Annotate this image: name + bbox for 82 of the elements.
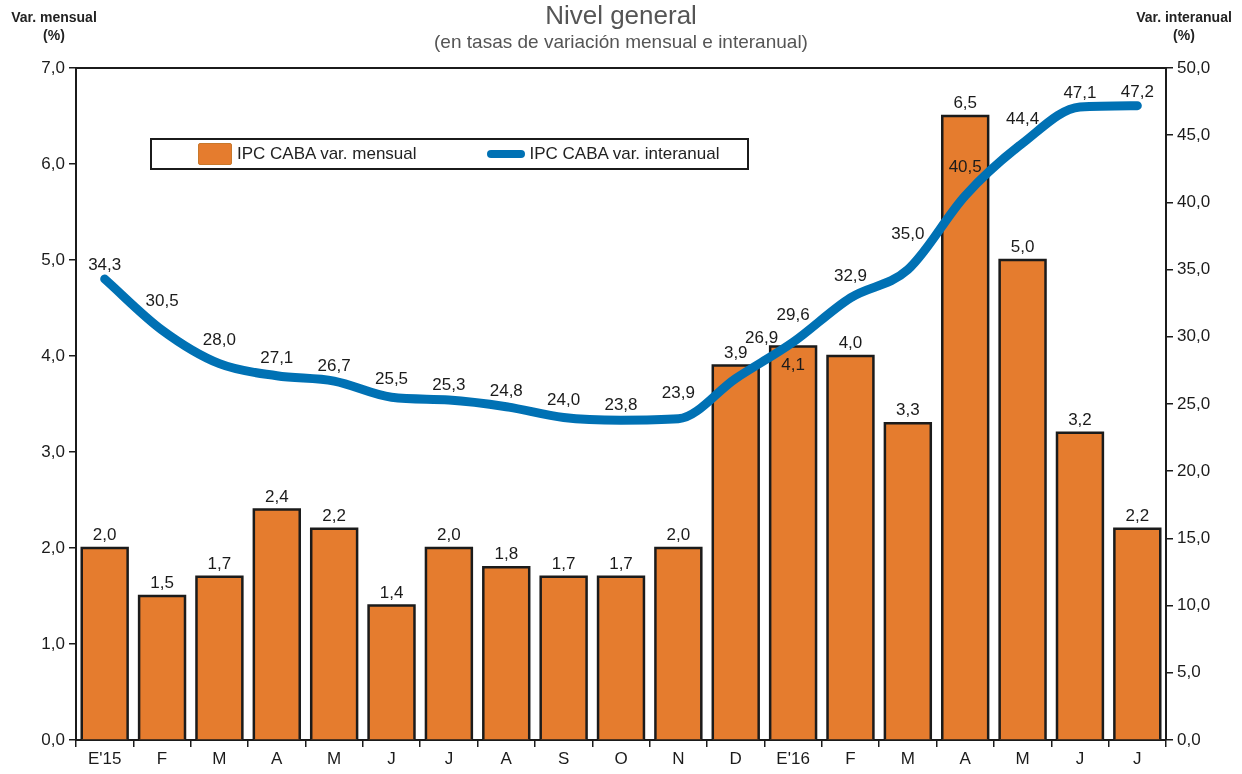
y-tick-label: 3,0: [41, 441, 65, 461]
data-label: 2,2: [1125, 505, 1150, 525]
data-label: 35,0: [891, 224, 925, 244]
y-axis-title: Var. mensual (%): [10, 8, 98, 44]
data-label: 3,2: [1068, 409, 1092, 429]
x-tick-label: F: [845, 748, 856, 768]
data-label: 1,7: [551, 553, 576, 573]
data-label: 24,0: [547, 390, 581, 410]
y2-tick-label: 5,0: [1177, 662, 1201, 682]
data-label: 24,8: [489, 380, 523, 400]
data-label: 26,9: [745, 327, 779, 347]
data-label: 44,4: [1006, 108, 1040, 128]
chart-subtitle: (en tasas de variación mensual e interanual): [434, 31, 808, 52]
y2-tick-label: 0,0: [1177, 729, 1201, 749]
y2-tick-label: 35,0: [1177, 259, 1211, 279]
data-label: 3,9: [723, 342, 748, 362]
x-tick-label: E'15: [87, 748, 122, 768]
y2-tick-label: 30,0: [1177, 326, 1211, 346]
y-tick-label: 5,0: [41, 249, 65, 269]
x-tick-label: M: [327, 748, 342, 768]
y2-axis-title: Var. interanual (%): [1135, 8, 1233, 44]
x-tick-label: J: [1133, 748, 1142, 768]
x-tick-label: M: [212, 748, 227, 768]
data-label: 2,0: [92, 525, 117, 544]
data-label: 47,2: [1120, 81, 1154, 101]
data-label: 6,5: [953, 93, 978, 112]
data-label: 27,1: [260, 348, 294, 368]
data-label: 47,1: [1063, 82, 1097, 102]
data-label: 4,1: [781, 355, 805, 375]
legend-label: IPC CABA var. interanual: [529, 144, 720, 164]
chart-title: Nivel general: [545, 0, 697, 30]
data-label: 30,5: [145, 291, 179, 311]
data-label: 34,3: [88, 255, 122, 275]
y2-tick-label: 10,0: [1177, 595, 1211, 615]
data-label: 1,7: [609, 553, 633, 573]
x-tick-label: A: [271, 748, 284, 768]
x-tick-label: A: [959, 748, 972, 768]
data-label: 29,6: [776, 305, 810, 325]
data-label: 23,9: [661, 383, 695, 403]
data-label: 1,5: [150, 573, 174, 592]
y-tick-label: 7,0: [41, 57, 65, 77]
y2-tick-label: 25,0: [1177, 393, 1211, 413]
x-tick-label: S: [557, 748, 570, 768]
data-label: 4,0: [838, 333, 863, 352]
data-label: 1,4: [379, 582, 404, 602]
data-label: 32,9: [833, 265, 868, 285]
y2-tick-label: 50,0: [1177, 57, 1211, 77]
x-tick-label: J: [444, 748, 454, 768]
y-tick-label: 4,0: [41, 345, 65, 365]
y2-tick-label: 45,0: [1177, 124, 1211, 144]
x-tick-label: E'16: [776, 748, 810, 768]
x-tick-label: J: [1075, 748, 1085, 768]
data-label: 1,7: [207, 553, 232, 573]
x-tick-label: J: [387, 748, 396, 768]
data-label: 1,8: [494, 544, 519, 564]
data-label: 26,7: [317, 355, 351, 375]
x-tick-label: O: [614, 748, 628, 768]
x-tick-label: M: [900, 748, 915, 768]
data-label: 2,0: [437, 525, 461, 544]
x-tick-label: M: [1015, 748, 1030, 768]
data-label: 23,8: [604, 395, 638, 415]
y-tick-label: 1,0: [41, 633, 65, 653]
x-tick-label: D: [729, 748, 742, 768]
x-tick-label: A: [500, 748, 513, 768]
data-label: 28,0: [202, 329, 236, 349]
data-label: 2,4: [264, 486, 289, 506]
y2-tick-label: 20,0: [1177, 460, 1211, 480]
data-label: 2,2: [322, 505, 346, 525]
data-label: 25,5: [374, 368, 409, 388]
y2-tick-label: 15,0: [1177, 528, 1211, 548]
data-label: 5,0: [1010, 237, 1035, 256]
x-tick-label: N: [672, 748, 685, 768]
data-label: 40,5: [948, 156, 982, 176]
data-label: 3,3: [896, 400, 920, 420]
data-label: 25,3: [432, 375, 466, 395]
legend-label: IPC CABA var. mensual: [237, 144, 417, 164]
y2-tick-label: 40,0: [1177, 192, 1211, 212]
data-label: 2,0: [666, 525, 691, 544]
y-tick-label: 2,0: [41, 537, 65, 557]
x-tick-label: F: [156, 748, 168, 768]
y-tick-label: 0,0: [41, 729, 65, 749]
y-tick-label: 6,0: [41, 153, 65, 173]
